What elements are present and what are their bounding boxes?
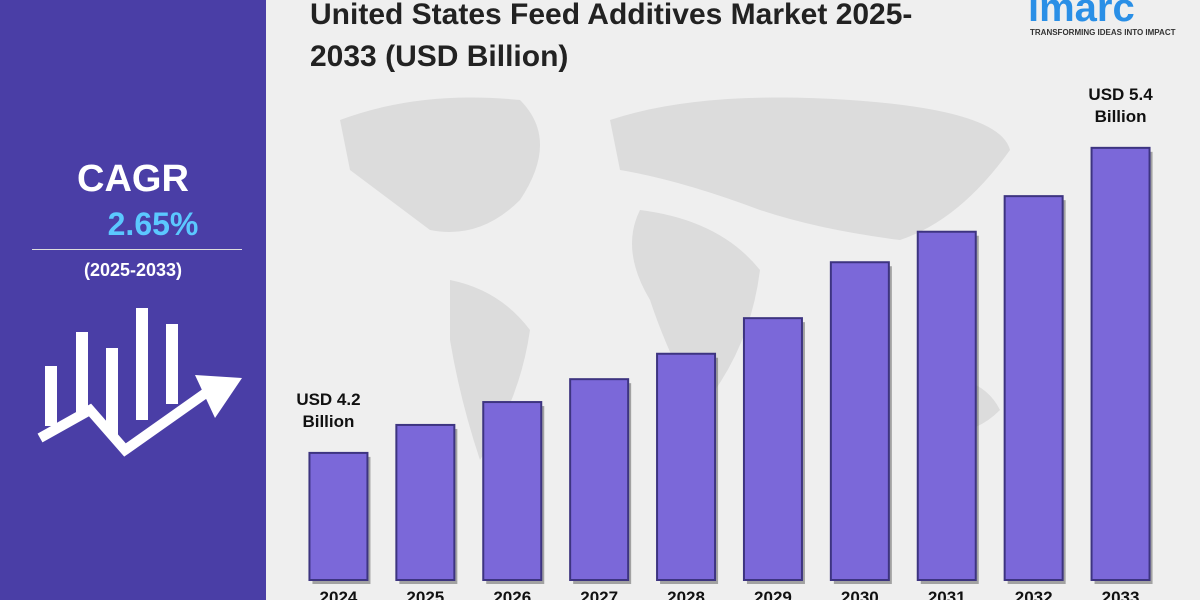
growth-icon (37, 308, 242, 457)
x-tick-label: 2030 (841, 588, 879, 600)
side-panel: CAGR 2.65% (2025-2033) (0, 0, 266, 600)
bar (569, 378, 630, 581)
x-tick-label: 2032 (1015, 588, 1053, 600)
logo-tagline: TRANSFORMING IDEAS INTO IMPACT (1030, 28, 1176, 37)
x-tick-label: 2031 (928, 588, 966, 600)
bar (1090, 146, 1151, 581)
x-tick-label: 2033 (1102, 588, 1140, 600)
x-tick-label: 2025 (406, 588, 444, 600)
bar (829, 261, 890, 581)
cagr-label: CAGR (77, 158, 189, 200)
x-tick-label: 2027 (580, 588, 618, 600)
bar (742, 317, 803, 581)
x-tick-label: 2028 (667, 588, 705, 600)
bar (395, 423, 456, 581)
logo-name: imarc (1028, 0, 1135, 30)
divider (32, 249, 242, 250)
cagr-value: 2.65% (107, 206, 199, 242)
chart-title: United States Feed Additives Market 2025… (310, 0, 913, 73)
value-label: USD 5.4 Billion (1088, 84, 1153, 126)
value-label: USD 4.2 Billion (296, 389, 361, 431)
x-tick-label: 2024 (320, 588, 358, 600)
bar (916, 230, 977, 582)
x-tick-label: 2029 (754, 588, 792, 600)
bar (656, 352, 717, 581)
bar (1003, 195, 1064, 581)
cagr-period: (2025-2033) (83, 260, 183, 280)
bar (308, 451, 369, 582)
bar (482, 401, 543, 582)
world-map (340, 97, 1010, 460)
x-tick-label: 2026 (493, 588, 531, 600)
